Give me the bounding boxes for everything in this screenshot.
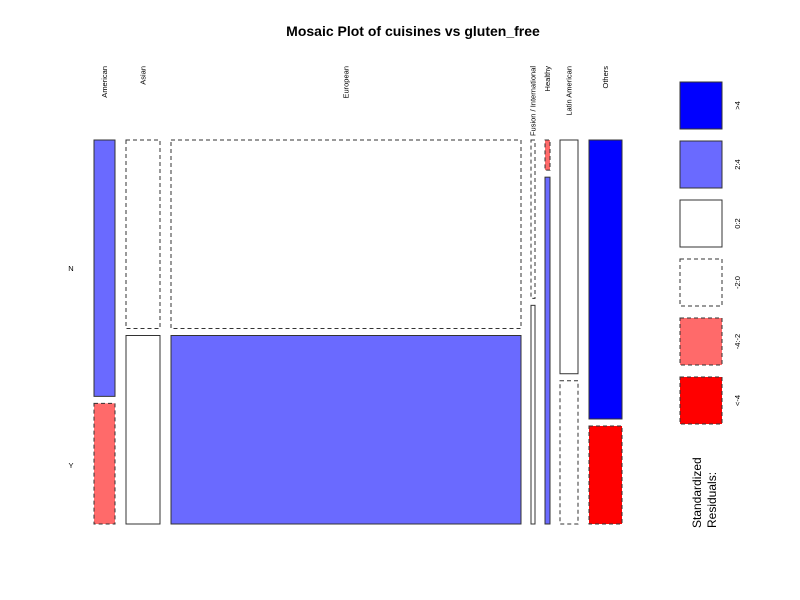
tile-asian-n xyxy=(125,139,161,329)
tile-european-y xyxy=(170,335,522,525)
legend-swatch-3 xyxy=(679,258,723,307)
column-label-fusion-international: Fusion / International xyxy=(529,66,538,136)
legend-label-4: -4:-2 xyxy=(733,334,742,349)
tile-european-n xyxy=(170,139,522,329)
column-label-european: European xyxy=(342,66,351,99)
column-label-latin-american: Latin American xyxy=(565,66,574,116)
column-label-healthy: Healthy xyxy=(543,66,552,92)
tile-american-n xyxy=(93,139,116,397)
legend-label-1: 2:4 xyxy=(733,159,742,169)
legend-label-2: 0:2 xyxy=(733,218,742,228)
tile-fusion-international-y xyxy=(530,304,536,525)
tile-fusion-international-n xyxy=(530,139,536,299)
legend-swatch-2 xyxy=(679,199,723,248)
legend-label-5: <-4 xyxy=(733,395,742,406)
row-label-y: Y xyxy=(68,461,73,470)
legend-label-0: >4 xyxy=(733,101,742,110)
column-label-american: American xyxy=(100,66,109,98)
row-label-n: N xyxy=(68,264,73,273)
legend-swatch-1 xyxy=(679,140,723,189)
tile-latin-american-y xyxy=(559,380,579,525)
legend-swatch-5 xyxy=(679,376,723,425)
column-label-others: Others xyxy=(601,66,610,89)
tile-healthy-y xyxy=(544,176,551,525)
tile-healthy-n xyxy=(544,139,551,171)
legend-swatch-0 xyxy=(679,81,723,130)
tile-others-n xyxy=(588,139,623,420)
legend-title-line2: Residuals: xyxy=(705,472,719,528)
column-label-asian: Asian xyxy=(139,66,148,85)
legend: >4 2:4 0:2 -2:0 -4:-2 <-4 xyxy=(679,81,742,425)
tile-asian-y xyxy=(125,335,161,525)
mosaic-tiles xyxy=(93,139,623,525)
tile-american-y xyxy=(93,402,116,525)
legend-title-line1: Standardized xyxy=(690,457,704,528)
legend-label-3: -2:0 xyxy=(733,276,742,289)
legend-swatch-4 xyxy=(679,317,723,366)
chart-title: Mosaic Plot of cuisines vs gluten_free xyxy=(286,23,540,39)
tile-latin-american-n xyxy=(559,139,579,375)
tile-others-y xyxy=(588,425,623,525)
column-labels: American Asian European Fusion / Internatio… xyxy=(100,66,610,136)
